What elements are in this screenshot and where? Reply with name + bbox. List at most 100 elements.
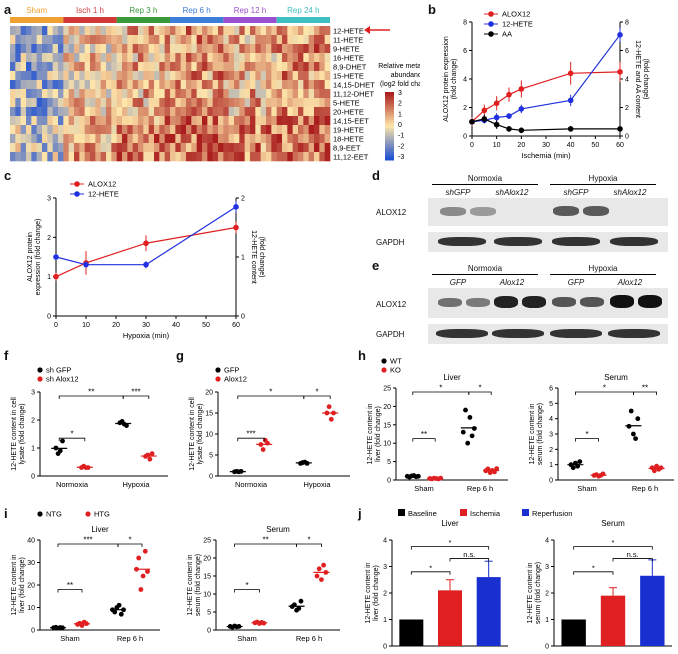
- heatmap-cell: [282, 26, 288, 36]
- heatmap-cell: [314, 53, 320, 63]
- heatmap-cell: [132, 35, 139, 45]
- heatmap-cell: [255, 62, 261, 72]
- heatmap-cell: [116, 116, 123, 126]
- heatmap-cell: [164, 143, 171, 153]
- heatmap-cell: [138, 107, 144, 117]
- significance-bracket: [573, 546, 653, 550]
- x-tick-label: 30: [142, 322, 150, 329]
- heatmap-cell: [106, 53, 112, 63]
- legend-label: Alox12: [224, 375, 247, 384]
- colorbar-tick: -1: [398, 133, 404, 140]
- heatmap-cell: [100, 143, 107, 153]
- heatmap-cell: [138, 89, 144, 99]
- heatmap-cell: [164, 107, 171, 117]
- heatmap-cell: [196, 125, 203, 135]
- heatmap-cell: [319, 116, 325, 126]
- heatmap-cell: [84, 53, 91, 63]
- heatmap-cell: [186, 143, 192, 153]
- heatmap-cell: [15, 152, 21, 162]
- heatmap-cell: [282, 44, 288, 54]
- heatmap-cell: [42, 152, 48, 162]
- heatmap-cell: [244, 35, 251, 45]
- heatmap-cell: [84, 62, 91, 72]
- heatmap-cell: [260, 35, 267, 45]
- heatmap-cell: [319, 152, 325, 162]
- heatmap-cell: [90, 71, 96, 81]
- heatmap-cell: [298, 62, 304, 72]
- heatmap-cell: [324, 62, 331, 72]
- heatmap-cell: [74, 35, 80, 45]
- legend-marker: [74, 181, 80, 187]
- heatmap-cell: [116, 125, 123, 135]
- y-tick-label: 1: [545, 617, 549, 624]
- heatmap-cell: [234, 44, 240, 54]
- heatmap-cell: [303, 26, 309, 36]
- heatmap-cell: [266, 107, 272, 117]
- heatmap-cell: [303, 125, 309, 135]
- heatmap-cell: [319, 53, 325, 63]
- data-point: [138, 587, 144, 592]
- heatmap-cell: [260, 152, 267, 162]
- heatmap-cell: [47, 80, 53, 90]
- heatmap-cell: [207, 44, 213, 54]
- heatmap-cell: [26, 44, 32, 54]
- heatmap-cell: [298, 26, 304, 36]
- heatmap-cell: [324, 80, 331, 90]
- heatmap-cell: [308, 134, 315, 144]
- heatmap-cell: [202, 80, 208, 90]
- colorbar-step: [385, 136, 394, 139]
- heatmap-cell: [36, 35, 43, 45]
- colorbar-step: [385, 144, 394, 147]
- heatmap-cell: [90, 152, 96, 162]
- heatmap-cell: [148, 35, 155, 45]
- heatmap-cell: [148, 134, 155, 144]
- y-tick-label: 20: [205, 390, 213, 397]
- significance-bracket: [122, 395, 150, 399]
- heatmap-cell: [31, 107, 37, 117]
- blot-d-lane-2: shAlox12: [495, 188, 529, 197]
- heatmap-cell: [223, 26, 229, 36]
- heatmap-cell: [282, 35, 288, 45]
- heatmap-cell: [271, 152, 277, 162]
- heatmap-cell: [159, 116, 165, 126]
- heatmap-cell: [175, 125, 181, 135]
- heatmap-cell: [276, 134, 283, 144]
- heatmap-cell: [266, 134, 272, 144]
- heatmap-cell: [159, 53, 165, 63]
- heatmap-cell: [282, 89, 288, 99]
- heatmap-cell: [218, 35, 224, 45]
- heatmap-cell: [207, 80, 213, 90]
- heatmap-cell: [271, 134, 277, 144]
- heatmap-cell: [239, 35, 245, 45]
- heatmap-cell: [228, 134, 235, 144]
- heatmap-cell: [218, 134, 224, 144]
- heatmap-cell: [36, 62, 43, 72]
- y-tick-label: 15: [203, 574, 211, 581]
- heatmap-cell: [250, 53, 256, 63]
- y-tick-label: 1: [549, 462, 553, 469]
- heatmap-cell: [218, 107, 224, 117]
- colorbar-step: [385, 116, 394, 119]
- heatmap-cell: [308, 116, 315, 126]
- heatmap-cell: [20, 89, 27, 99]
- heatmap-cell: [42, 89, 48, 99]
- heatmap-cell: [186, 80, 192, 90]
- heatmap-cell: [31, 152, 37, 162]
- heatmap-cell: [212, 26, 219, 36]
- y-tick-label: 3: [383, 564, 387, 571]
- heatmap-cell: [148, 125, 155, 135]
- heatmap-cell: [100, 107, 107, 117]
- heatmap-cell: [324, 125, 331, 135]
- heatmap-cell: [303, 62, 309, 72]
- heatmap-cell: [127, 107, 133, 117]
- heatmap-cell: [186, 53, 192, 63]
- y-tick-label: 3: [31, 390, 35, 397]
- heatmap-cell: [196, 26, 203, 36]
- heatmap-cell: [138, 35, 144, 45]
- heatmap-cell: [164, 125, 171, 135]
- heatmap-cell: [196, 62, 203, 72]
- heatmap-cell: [159, 44, 165, 54]
- significance-bracket: [633, 391, 657, 395]
- heatmap-cell: [122, 152, 128, 162]
- data-point: [633, 436, 638, 441]
